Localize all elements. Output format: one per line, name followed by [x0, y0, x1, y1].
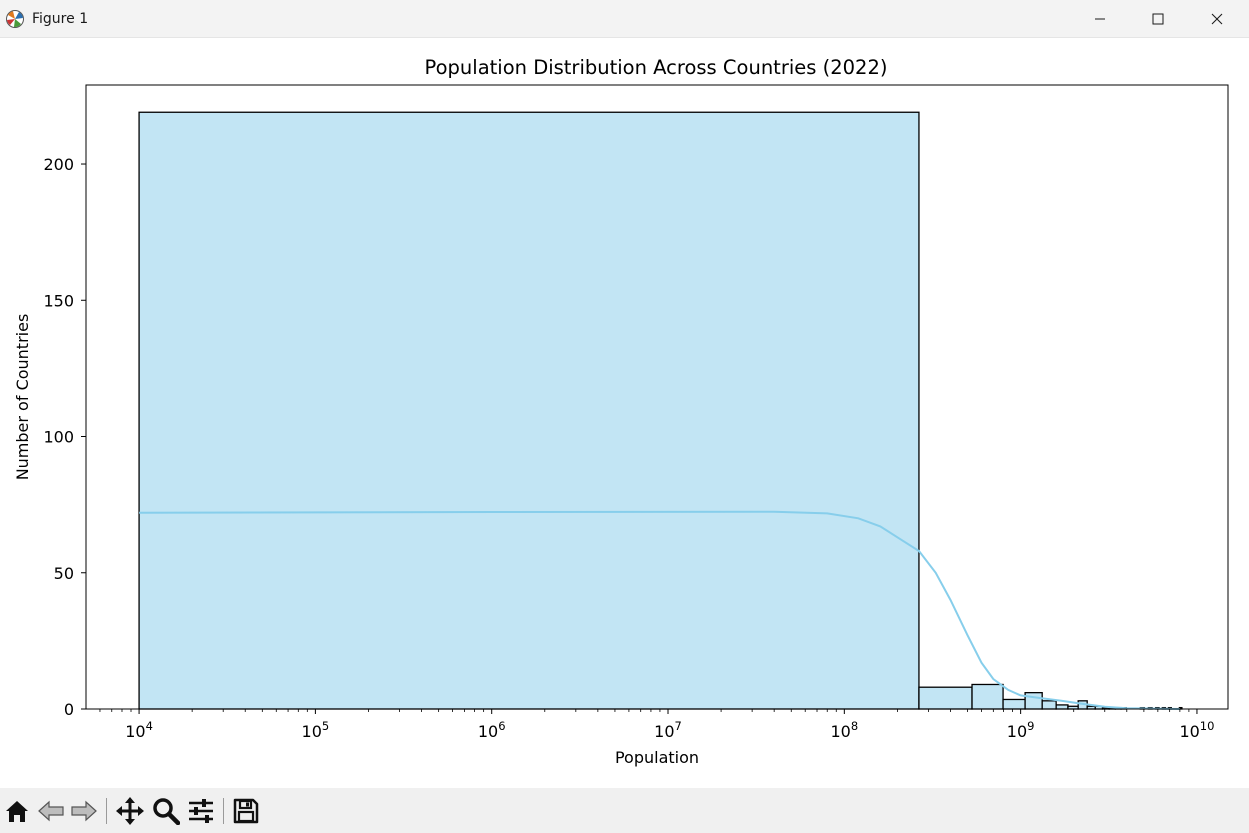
- window-titlebar: Figure 1: [0, 0, 1249, 38]
- y-tick-label: 200: [43, 155, 74, 174]
- x-axis-label: Population: [615, 748, 699, 767]
- histogram-bar: [1041, 700, 1057, 710]
- histogram-chart: Population Distribution Across Countries…: [13, 56, 1229, 767]
- minimize-button[interactable]: [1071, 0, 1129, 38]
- plot-frame: [85, 84, 1229, 710]
- x-tick-label: 1010: [1179, 719, 1214, 741]
- chart-title: Population Distribution Across Countries…: [425, 56, 888, 79]
- home-button[interactable]: [0, 794, 34, 828]
- x-tick-label: 104: [125, 719, 153, 741]
- x-tick-label: 105: [302, 719, 330, 741]
- save-icon: [233, 798, 259, 824]
- figure-canvas: Population Distribution Across Countries…: [0, 38, 1249, 788]
- forward-button[interactable]: [67, 794, 101, 828]
- y-tick-label: 100: [43, 428, 74, 447]
- y-tick-label: 50: [54, 564, 74, 583]
- configure-subplots-button[interactable]: [184, 794, 218, 828]
- zoom-button[interactable]: [149, 794, 183, 828]
- histogram-bar: [1055, 704, 1069, 710]
- close-button[interactable]: [1188, 0, 1246, 38]
- y-tick-label: 0: [64, 700, 74, 719]
- toolbar-separator: [223, 798, 224, 824]
- save-button[interactable]: [229, 794, 263, 828]
- back-button[interactable]: [34, 794, 68, 828]
- y-axis-label: Number of Countries: [13, 314, 32, 481]
- forward-icon: [71, 800, 97, 822]
- histogram-bar: [1024, 692, 1043, 710]
- toolbar-separator: [106, 798, 107, 824]
- pan-icon: [116, 797, 144, 825]
- navigation-toolbar: [0, 788, 1249, 833]
- x-tick-label: 107: [654, 719, 682, 741]
- configure-icon: [189, 799, 213, 823]
- x-tick-label: 108: [830, 719, 858, 741]
- minimize-icon: [1095, 18, 1105, 20]
- maximize-button[interactable]: [1129, 0, 1187, 38]
- x-axis-ticks: 104 105 106 107 108 109 1010: [99, 709, 1214, 741]
- kde-curve: [139, 510, 1180, 710]
- close-icon: [1211, 13, 1223, 25]
- window-title: Figure 1: [32, 11, 89, 27]
- histogram-bar: [138, 111, 920, 710]
- histogram-bar: [1002, 698, 1026, 710]
- histogram-bars: [138, 111, 1183, 710]
- maximize-icon: [1152, 13, 1164, 25]
- y-axis-ticks: 0 50 100 150 200: [43, 155, 86, 719]
- zoom-icon: [153, 798, 180, 825]
- histogram-bar: [918, 686, 973, 710]
- matplotlib-app-icon: [6, 10, 24, 28]
- x-tick-label: 106: [478, 719, 506, 741]
- pan-button[interactable]: [113, 794, 147, 828]
- x-tick-label: 109: [1007, 719, 1035, 741]
- y-tick-label: 150: [43, 291, 74, 310]
- back-icon: [38, 800, 64, 822]
- histogram-bar: [971, 683, 1004, 710]
- home-icon: [6, 801, 28, 822]
